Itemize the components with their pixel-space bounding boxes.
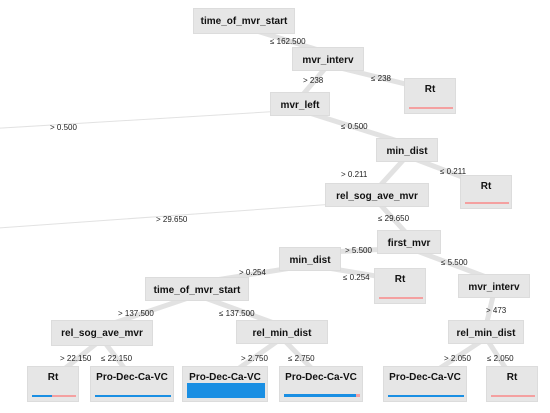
edge-condition-label: ≤ 162.500 bbox=[270, 37, 306, 46]
edge-condition-label: > 0.254 bbox=[239, 268, 266, 277]
node-label: Rt bbox=[506, 372, 518, 383]
node-label: rel_sog_ave_mvr bbox=[336, 191, 418, 202]
edge-condition-label: ≤ 0.254 bbox=[343, 273, 370, 282]
leaf-node: Rt bbox=[374, 268, 426, 304]
split-node: mvr_interv bbox=[458, 274, 530, 298]
node-label: time_of_mvr_start bbox=[200, 16, 288, 27]
node-label: first_mvr bbox=[387, 238, 431, 249]
edge-condition-label: > 0.211 bbox=[341, 170, 368, 179]
edge-condition-label: > 473 bbox=[486, 306, 507, 315]
edge-condition-label: > 22.150 bbox=[60, 354, 92, 363]
split-node: time_of_mvr_start bbox=[193, 8, 295, 34]
class-distribution-bar bbox=[356, 394, 360, 397]
edge-condition-label: ≤ 29.650 bbox=[378, 214, 410, 223]
leaf-node: Rt bbox=[27, 366, 79, 402]
edge-condition-label: > 29.650 bbox=[156, 215, 188, 224]
split-node: first_mvr bbox=[377, 230, 441, 254]
node-label: min_dist bbox=[289, 255, 331, 266]
split-node: mvr_left bbox=[270, 92, 330, 116]
edge-condition-label: ≤ 5.500 bbox=[441, 258, 468, 267]
class-distribution-bar bbox=[187, 383, 265, 398]
leaf-node: Rt bbox=[404, 78, 456, 114]
node-label: Pro-Dec-Ca-VC bbox=[96, 372, 168, 383]
edge-condition-label: ≤ 0.211 bbox=[440, 167, 467, 176]
class-distribution-bar bbox=[379, 297, 423, 299]
leaf-node: Pro-Dec-Ca-VC bbox=[182, 366, 268, 402]
class-distribution-bar bbox=[284, 394, 356, 397]
node-label: rel_min_dist bbox=[456, 328, 516, 339]
class-distribution-bar bbox=[409, 107, 453, 109]
class-distribution-bar bbox=[51, 395, 76, 397]
node-label: Pro-Dec-Ca-VC bbox=[285, 372, 357, 383]
node-label: Rt bbox=[424, 84, 436, 95]
edge-condition-label: ≤ 22.150 bbox=[101, 354, 133, 363]
split-node: mvr_interv bbox=[292, 47, 364, 71]
split-node: min_dist bbox=[376, 138, 438, 162]
node-label: Rt bbox=[480, 181, 492, 192]
node-label: rel_min_dist bbox=[252, 328, 312, 339]
node-label: Rt bbox=[394, 274, 406, 285]
leaf-node: Rt bbox=[486, 366, 538, 402]
split-node: time_of_mvr_start bbox=[145, 277, 249, 301]
node-label: mvr_interv bbox=[302, 55, 354, 66]
edge-condition-label: ≤ 137.500 bbox=[219, 309, 255, 318]
split-node: min_dist bbox=[279, 247, 341, 271]
edge-condition-label: > 5.500 bbox=[345, 246, 372, 255]
edge-condition-label: ≤ 0.500 bbox=[341, 122, 368, 131]
node-label: time_of_mvr_start bbox=[153, 285, 241, 296]
split-node: rel_sog_ave_mvr bbox=[325, 183, 429, 207]
split-node: rel_min_dist bbox=[448, 320, 524, 344]
class-distribution-bar bbox=[32, 395, 52, 397]
edge-condition-label: > 238 bbox=[303, 76, 324, 85]
edge-condition-label: > 0.500 bbox=[50, 123, 77, 132]
node-label: Pro-Dec-Ca-VC bbox=[189, 372, 261, 383]
node-label: mvr_interv bbox=[468, 282, 520, 293]
leaf-node: Pro-Dec-Ca-VC bbox=[383, 366, 467, 402]
tree-edge bbox=[0, 109, 301, 129]
class-distribution-bar bbox=[388, 395, 464, 397]
edge-condition-label: ≤ 238 bbox=[371, 74, 391, 83]
node-label: rel_sog_ave_mvr bbox=[61, 328, 143, 339]
node-label: Rt bbox=[47, 372, 59, 383]
class-distribution-bar bbox=[95, 395, 171, 397]
node-label: mvr_left bbox=[280, 100, 320, 111]
edge-condition-label: ≤ 2.750 bbox=[288, 354, 315, 363]
node-label: Pro-Dec-Ca-VC bbox=[389, 372, 461, 383]
node-label: min_dist bbox=[386, 146, 428, 157]
class-distribution-bar bbox=[491, 395, 535, 397]
edge-condition-label: > 2.750 bbox=[241, 354, 268, 363]
split-node: rel_min_dist bbox=[236, 320, 328, 344]
edge-condition-label: > 2.050 bbox=[444, 354, 471, 363]
leaf-node: Pro-Dec-Ca-VC bbox=[279, 366, 363, 402]
tree-edge bbox=[0, 200, 378, 229]
leaf-node: Rt bbox=[460, 175, 512, 209]
class-distribution-bar bbox=[465, 202, 509, 204]
split-node: rel_sog_ave_mvr bbox=[51, 320, 153, 346]
edge-condition-label: > 137.500 bbox=[118, 309, 154, 318]
edge-condition-label: ≤ 2.050 bbox=[487, 354, 514, 363]
leaf-node: Pro-Dec-Ca-VC bbox=[90, 366, 174, 402]
